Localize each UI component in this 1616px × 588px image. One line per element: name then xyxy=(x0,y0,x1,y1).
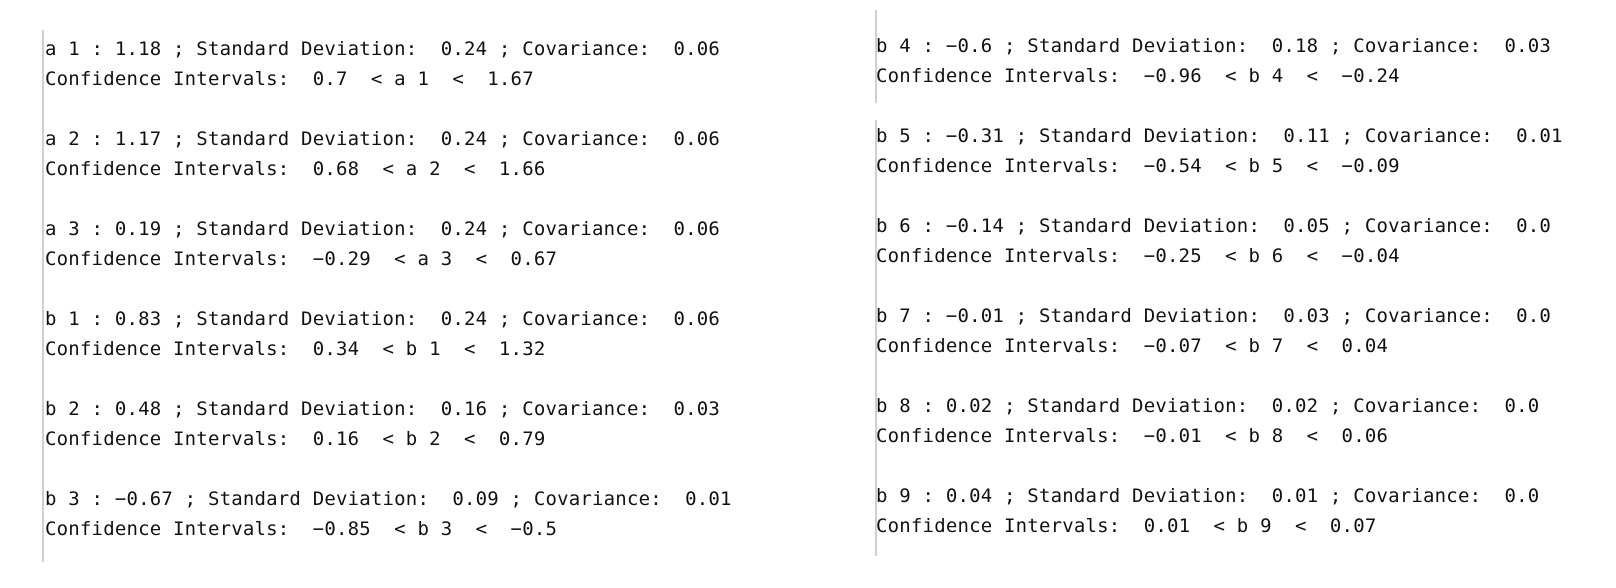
parameter-estimate-line: b 4 : −0.6 ; Standard Deviation: 0.18 ; … xyxy=(876,35,1552,57)
parameter-entry-a2: a 2 : 1.17 ; Standard Deviation: 0.24 ; … xyxy=(45,124,732,214)
parameter-entry-b2: b 2 : 0.48 ; Standard Deviation: 0.16 ; … xyxy=(45,394,732,484)
right-panel-edge-bottom xyxy=(875,120,877,556)
parameter-entry-b5: b 5 : −0.31 ; Standard Deviation: 0.11 ;… xyxy=(876,121,1563,211)
parameter-entry-b9: b 9 : 0.04 ; Standard Deviation: 0.01 ; … xyxy=(876,481,1563,571)
left-output-panel: a 1 : 1.18 ; Standard Deviation: 0.24 ; … xyxy=(42,30,732,574)
parameter-estimate-line: b 9 : 0.04 ; Standard Deviation: 0.01 ; … xyxy=(876,485,1540,507)
confidence-interval-line: Confidence Intervals: 0.7 < a 1 < 1.67 xyxy=(45,68,534,90)
parameter-estimate-line: b 6 : −0.14 ; Standard Deviation: 0.05 ;… xyxy=(876,215,1552,237)
confidence-interval-line: Confidence Intervals: 0.68 < a 2 < 1.66 xyxy=(45,158,546,180)
confidence-interval-line: Confidence Intervals: 0.16 < b 2 < 0.79 xyxy=(45,428,546,450)
parameter-estimate-line: b 5 : −0.31 ; Standard Deviation: 0.11 ;… xyxy=(876,125,1563,147)
confidence-interval-line: Confidence Intervals: −0.96 < b 4 < −0.2… xyxy=(876,65,1400,87)
confidence-interval-line: Confidence Intervals: −0.07 < b 7 < 0.04 xyxy=(876,335,1389,357)
parameter-estimate-line: a 3 : 0.19 ; Standard Deviation: 0.24 ; … xyxy=(45,218,721,240)
confidence-interval-line: Confidence Intervals: −0.54 < b 5 < −0.0… xyxy=(876,155,1400,177)
parameter-estimate-line: a 1 : 1.18 ; Standard Deviation: 0.24 ; … xyxy=(45,38,721,60)
confidence-interval-line: Confidence Intervals: −0.01 < b 8 < 0.06 xyxy=(876,425,1389,447)
confidence-interval-line: Confidence Intervals: −0.25 < b 6 < −0.0… xyxy=(876,245,1400,267)
right-output-panel: b 4 : −0.6 ; Standard Deviation: 0.18 ; … xyxy=(830,0,1616,588)
parameter-entry-b3: b 3 : −0.67 ; Standard Deviation: 0.09 ;… xyxy=(45,484,732,574)
confidence-interval-line: Confidence Intervals: 0.34 < b 1 < 1.32 xyxy=(45,338,546,360)
parameter-entry-b1: b 1 : 0.83 ; Standard Deviation: 0.24 ; … xyxy=(45,304,732,394)
right-parameter-list: b 4 : −0.6 ; Standard Deviation: 0.18 ; … xyxy=(876,31,1563,571)
left-panel-edge xyxy=(42,30,44,562)
parameter-estimate-line: a 2 : 1.17 ; Standard Deviation: 0.24 ; … xyxy=(45,128,721,150)
confidence-interval-line: Confidence Intervals: −0.85 < b 3 < −0.5 xyxy=(45,518,558,540)
parameter-entry-b4: b 4 : −0.6 ; Standard Deviation: 0.18 ; … xyxy=(876,31,1563,121)
confidence-interval-line: Confidence Intervals: 0.01 < b 9 < 0.07 xyxy=(876,515,1377,537)
parameter-estimate-line: b 1 : 0.83 ; Standard Deviation: 0.24 ; … xyxy=(45,308,721,330)
parameter-entry-b7: b 7 : −0.01 ; Standard Deviation: 0.03 ;… xyxy=(876,301,1563,391)
parameter-entry-b6: b 6 : −0.14 ; Standard Deviation: 0.05 ;… xyxy=(876,211,1563,301)
parameter-estimate-line: b 2 : 0.48 ; Standard Deviation: 0.16 ; … xyxy=(45,398,721,420)
parameter-entry-b8: b 8 : 0.02 ; Standard Deviation: 0.02 ; … xyxy=(876,391,1563,481)
parameter-estimate-line: b 7 : −0.01 ; Standard Deviation: 0.03 ;… xyxy=(876,305,1552,327)
parameter-entry-a3: a 3 : 0.19 ; Standard Deviation: 0.24 ; … xyxy=(45,214,732,304)
parameter-estimate-line: b 3 : −0.67 ; Standard Deviation: 0.09 ;… xyxy=(45,488,732,510)
left-parameter-list: a 1 : 1.18 ; Standard Deviation: 0.24 ; … xyxy=(45,34,732,574)
parameter-estimate-line: b 8 : 0.02 ; Standard Deviation: 0.02 ; … xyxy=(876,395,1540,417)
parameter-entry-a1: a 1 : 1.18 ; Standard Deviation: 0.24 ; … xyxy=(45,34,732,124)
right-panel-edge-top xyxy=(875,10,877,103)
confidence-interval-line: Confidence Intervals: −0.29 < a 3 < 0.67 xyxy=(45,248,558,270)
